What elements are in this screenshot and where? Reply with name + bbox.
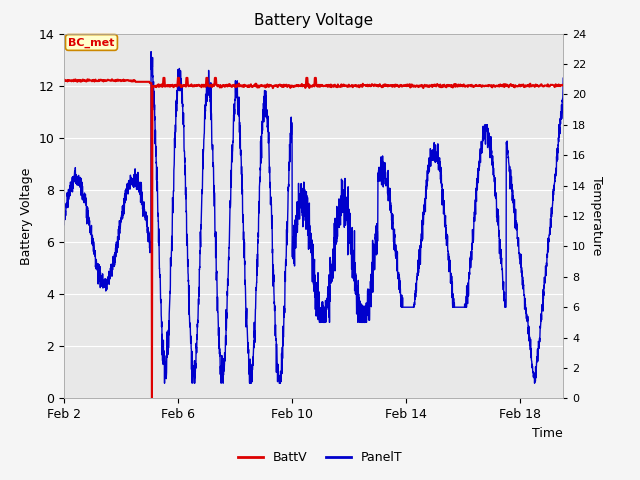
Legend: BattV, PanelT: BattV, PanelT xyxy=(232,446,408,469)
Text: BC_met: BC_met xyxy=(68,37,115,48)
Title: Battery Voltage: Battery Voltage xyxy=(254,13,373,28)
X-axis label: Time: Time xyxy=(532,427,563,440)
Y-axis label: Temperature: Temperature xyxy=(590,176,603,256)
Y-axis label: Battery Voltage: Battery Voltage xyxy=(20,168,33,264)
